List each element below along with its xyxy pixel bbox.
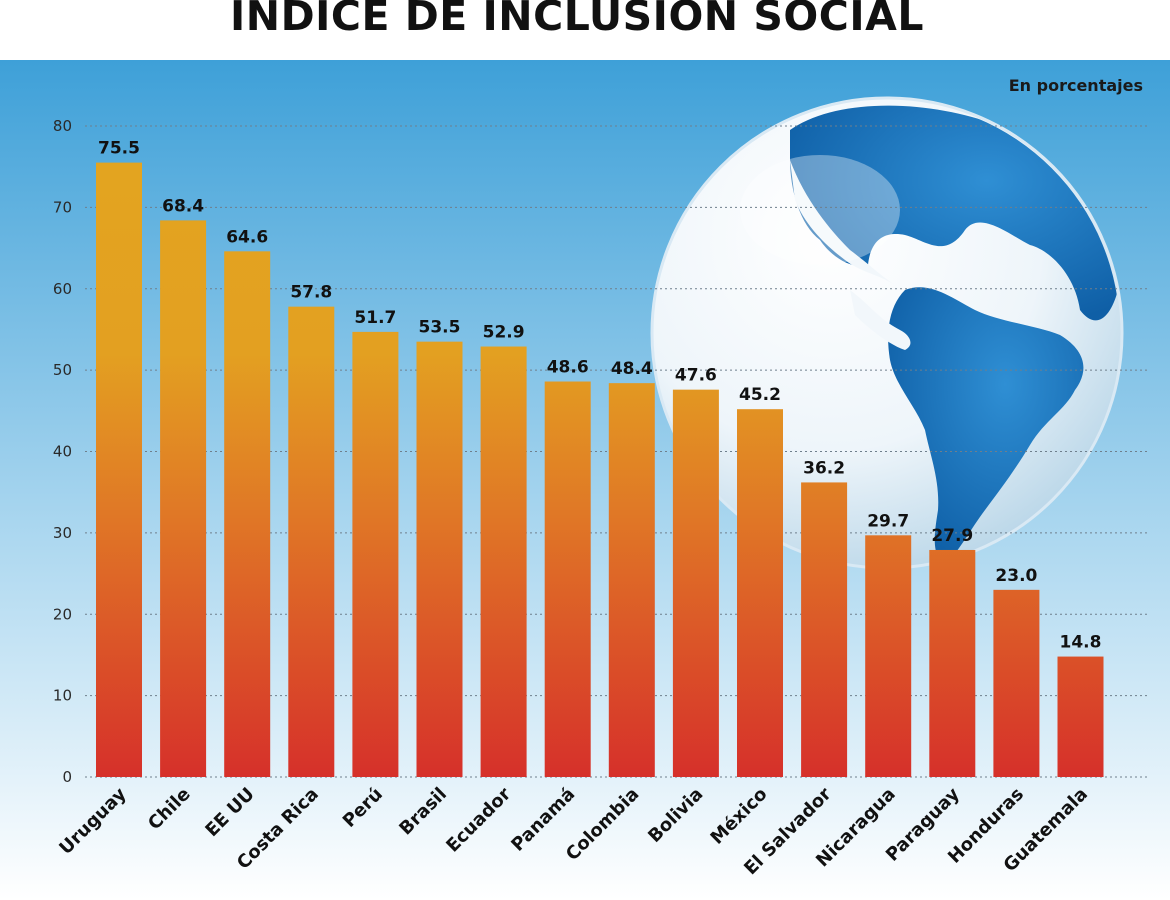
bars (96, 162, 1104, 777)
y-tick-label: 40 (53, 443, 72, 461)
bar (288, 306, 335, 777)
y-tick-label: 70 (53, 198, 72, 216)
value-label: 51.7 (354, 308, 396, 328)
value-label: 27.9 (931, 526, 973, 546)
bar (993, 589, 1040, 777)
y-tick-label: 60 (53, 280, 72, 298)
bar (160, 220, 207, 777)
bar (608, 383, 655, 777)
bar (96, 162, 142, 777)
value-label: 14.8 (1060, 633, 1102, 653)
bar-chart: En porcentajes 0 10 20 30 40 50 60 70 80 75.5 68.… (0, 60, 1170, 900)
y-tick-label: 0 (62, 768, 72, 786)
bar (544, 381, 591, 777)
y-tick-label: 20 (53, 605, 72, 623)
bar (672, 389, 719, 777)
value-label: 47.6 (675, 366, 717, 386)
unit-label: En porcentajes (1009, 76, 1143, 95)
value-labels: 75.5 68.4 64.6 57.8 51.7 53.5 52.9 48.6 48.4 47.6… (98, 139, 1101, 653)
y-tick-label: 30 (53, 524, 72, 542)
title-bar: ÍNDICE DE INCLUSIÓN SOCIAL (0, 0, 1170, 60)
value-label: 45.2 (739, 385, 781, 405)
globe-icon (650, 96, 1124, 570)
y-tick-label: 50 (53, 361, 72, 379)
y-tick-label: 10 (53, 687, 72, 705)
value-label: 48.4 (611, 359, 653, 379)
value-label: 23.0 (995, 566, 1037, 586)
bar (352, 331, 399, 777)
value-label: 29.7 (867, 511, 909, 531)
bar (801, 482, 848, 777)
value-label: 53.5 (419, 318, 461, 338)
bar (1057, 656, 1104, 777)
y-axis-ticks: 0 10 20 30 40 50 60 70 80 (53, 117, 72, 786)
bar (737, 409, 783, 777)
value-label: 57.8 (290, 283, 332, 303)
value-label: 75.5 (98, 139, 140, 159)
value-label: 68.4 (162, 196, 204, 216)
value-label: 48.6 (547, 358, 589, 378)
value-label: 36.2 (803, 458, 845, 478)
value-label: 64.6 (226, 227, 268, 247)
bar (480, 346, 527, 777)
value-label: 52.9 (483, 323, 525, 343)
bar (929, 549, 976, 777)
bar (224, 251, 271, 777)
y-tick-label: 80 (53, 117, 72, 135)
chart-title: ÍNDICE DE INCLUSIÓN SOCIAL (230, 0, 924, 40)
bar (865, 535, 912, 777)
bar (416, 341, 463, 777)
